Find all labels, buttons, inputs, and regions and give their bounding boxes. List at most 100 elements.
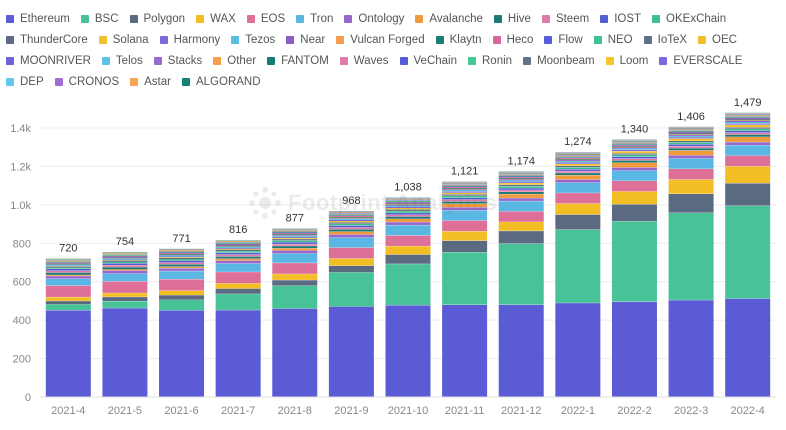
- bar-segment-klaytn[interactable]: [272, 234, 318, 235]
- bar-segment-other[interactable]: [442, 183, 488, 185]
- bar-segment-okexchain[interactable]: [725, 128, 771, 131]
- bar-segment-tezos[interactable]: [725, 122, 771, 124]
- bar-segment-hive[interactable]: [668, 147, 714, 151]
- bar-segment-other[interactable]: [498, 173, 544, 175]
- bar-segment-ontology[interactable]: [102, 270, 148, 274]
- bar-segment-harmony[interactable]: [159, 256, 205, 258]
- bar-segment-heco[interactable]: [45, 262, 91, 264]
- bar-segment-other[interactable]: [328, 212, 374, 214]
- bar-segment-steem[interactable]: [442, 199, 488, 202]
- bar-segment-bsc[interactable]: [611, 221, 657, 302]
- bar-segment-bsc[interactable]: [159, 299, 205, 311]
- legend-item-eos[interactable]: EOS: [246, 8, 285, 29]
- bar-segment-tezos[interactable]: [611, 148, 657, 150]
- bar-segment-tron[interactable]: [611, 170, 657, 181]
- bar-segment-avalanche[interactable]: [725, 136, 771, 142]
- bar-segment-vulcan-forged[interactable]: [668, 134, 714, 135]
- bar-segment-near[interactable]: [611, 147, 657, 149]
- bar-segment-okexchain[interactable]: [555, 167, 601, 170]
- bar-segment-flow[interactable]: [725, 117, 771, 119]
- bar-segment-thundercore[interactable]: [45, 266, 91, 268]
- bar-segment-bsc[interactable]: [555, 229, 601, 303]
- bar-segment-polygon[interactable]: [272, 279, 318, 286]
- bar-segment-iost[interactable]: [159, 260, 205, 263]
- bar-segment-flow[interactable]: [668, 131, 714, 133]
- legend-item-waves[interactable]: Waves: [339, 50, 389, 71]
- bar-segment-okexchain[interactable]: [45, 267, 91, 269]
- bar-segment-polygon[interactable]: [498, 230, 544, 244]
- legend-item-polygon[interactable]: Polygon: [129, 8, 185, 29]
- bar-segment-tron[interactable]: [102, 273, 148, 282]
- bar-segment-solana[interactable]: [272, 237, 318, 239]
- bar-segment-harmony[interactable]: [725, 123, 771, 125]
- bar-segment-other[interactable]: [668, 129, 714, 130]
- bar-segment-neo[interactable]: [611, 144, 657, 145]
- bar-segment-tron[interactable]: [668, 158, 714, 169]
- bar-segment-hive[interactable]: [45, 272, 91, 275]
- bar-segment-klaytn[interactable]: [725, 119, 771, 121]
- bar-segment-vulcan-forged[interactable]: [385, 204, 431, 205]
- legend-item-heco[interactable]: Heco: [492, 29, 533, 50]
- legend-item-astar[interactable]: Astar: [130, 71, 171, 92]
- bar-segment-ethereum[interactable]: [555, 302, 601, 397]
- bar-segment-flow[interactable]: [102, 255, 148, 257]
- bar-segment-tron[interactable]: [272, 253, 318, 263]
- bar-segment-other[interactable]: [215, 241, 261, 242]
- bar-segment-iost[interactable]: [328, 225, 374, 228]
- bar-segment-heco[interactable]: [442, 187, 488, 188]
- bar-segment-thundercore[interactable]: [272, 238, 318, 241]
- bar-segment-avalanche[interactable]: [442, 203, 488, 208]
- bar-segment-bsc[interactable]: [725, 205, 771, 299]
- bar-segment-steem[interactable]: [668, 146, 714, 148]
- legend-item-vechain[interactable]: VeChain: [399, 50, 457, 71]
- bar-segment-iost[interactable]: [215, 252, 261, 255]
- bar-segment-thundercore[interactable]: [498, 184, 544, 187]
- legend-item-loom[interactable]: Loom: [605, 50, 648, 71]
- bar-segment-iost[interactable]: [725, 130, 771, 133]
- bar-segment-solana[interactable]: [215, 248, 261, 250]
- legend-item-stacks[interactable]: Stacks: [153, 50, 202, 71]
- bar-segment-solana[interactable]: [668, 138, 714, 141]
- bar-segment-steem[interactable]: [328, 227, 374, 230]
- bar-segment-ontology[interactable]: [498, 197, 544, 201]
- bar-segment-solana[interactable]: [328, 221, 374, 223]
- bar-segment-wax[interactable]: [611, 191, 657, 205]
- bar-segment-other[interactable]: [272, 229, 318, 231]
- bar-segment-heco[interactable]: [725, 118, 771, 120]
- bar-segment-avalanche[interactable]: [668, 150, 714, 156]
- bar-segment-tezos[interactable]: [498, 180, 544, 182]
- bar-segment-iost[interactable]: [555, 169, 601, 171]
- bar-segment-steem[interactable]: [498, 189, 544, 192]
- legend-item-vulcan-forged[interactable]: Vulcan Forged: [336, 29, 425, 50]
- bar-segment-bsc[interactable]: [102, 301, 148, 308]
- bar-segment-flow[interactable]: [442, 186, 488, 188]
- bar-segment-ethereum[interactable]: [45, 310, 91, 397]
- bar-segment-steem[interactable]: [45, 270, 91, 273]
- bar-segment-ethereum[interactable]: [611, 301, 657, 397]
- bar-segment-solana[interactable]: [498, 182, 544, 185]
- bar-segment-solana[interactable]: [385, 208, 431, 210]
- bar-segment-tezos[interactable]: [45, 264, 91, 266]
- bar-segment-heco[interactable]: [611, 145, 657, 147]
- bar-segment-harmony[interactable]: [385, 206, 431, 209]
- legend-item-hive[interactable]: Hive: [493, 8, 531, 29]
- legend-item-flow[interactable]: Flow: [544, 29, 583, 50]
- bar-segment-other[interactable]: [102, 253, 148, 254]
- bar-segment-steem[interactable]: [102, 264, 148, 267]
- bar-segment-heco[interactable]: [215, 244, 261, 246]
- bar-segment-polygon[interactable]: [328, 265, 374, 273]
- bar-segment-wax[interactable]: [385, 245, 431, 255]
- bar-segment-hive[interactable]: [555, 172, 601, 176]
- bar-segment-ontology[interactable]: [555, 179, 601, 183]
- bar-segment-near[interactable]: [272, 235, 318, 236]
- bar-segment-heco[interactable]: [159, 253, 205, 254]
- bar-segment-neo[interactable]: [668, 131, 714, 132]
- bar-segment-polygon[interactable]: [725, 183, 771, 206]
- bar-segment-neo[interactable]: [555, 156, 601, 158]
- legend-item-oec[interactable]: OEC: [698, 29, 737, 50]
- bar-segment-solana[interactable]: [611, 151, 657, 154]
- bar-segment-solana[interactable]: [725, 124, 771, 128]
- bar-segment-ethereum[interactable]: [215, 309, 261, 397]
- legend-item-near[interactable]: Near: [286, 29, 325, 50]
- bar-segment-heco[interactable]: [385, 202, 431, 204]
